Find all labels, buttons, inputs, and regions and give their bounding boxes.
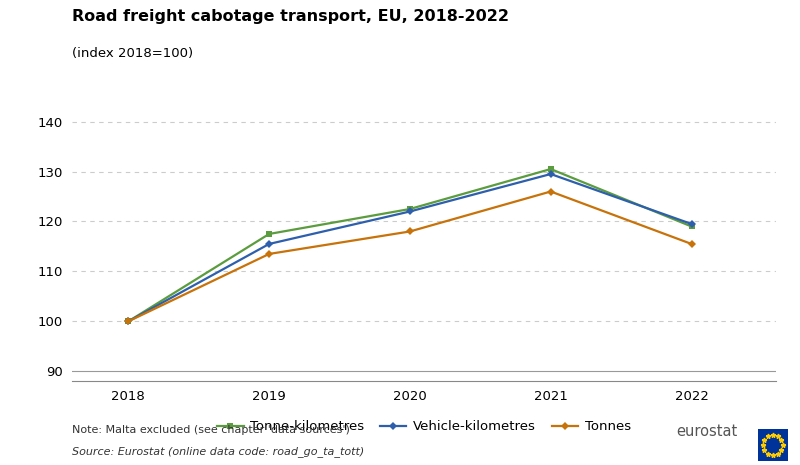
Vehicle-kilometres (405, 209, 414, 214)
Tonne-kilometres (686, 224, 696, 229)
Tonne-kilometres (264, 231, 274, 237)
Line: Tonnes: Tonnes (125, 188, 694, 325)
Tonne-kilometres (546, 166, 555, 172)
Vehicle-kilometres (546, 171, 555, 177)
Text: eurostat: eurostat (676, 425, 738, 439)
Tonne-kilometres (405, 206, 414, 212)
Vehicle-kilometres (686, 221, 696, 227)
Text: Road freight cabotage transport, EU, 2018-2022: Road freight cabotage transport, EU, 201… (72, 9, 509, 24)
Vehicle-kilometres (123, 319, 133, 324)
Tonnes (405, 229, 414, 234)
Text: Note: Malta excluded (see chapter 'data sources'): Note: Malta excluded (see chapter 'data … (72, 425, 350, 436)
Text: (index 2018=100): (index 2018=100) (72, 46, 193, 60)
Tonnes (686, 241, 696, 247)
Text: Source: Eurostat (online data code: road_go_ta_tott): Source: Eurostat (online data code: road… (72, 446, 364, 457)
Tonne-kilometres (123, 319, 133, 324)
Line: Tonne-kilometres: Tonne-kilometres (125, 166, 695, 325)
Tonnes (123, 319, 133, 324)
Legend: Tonne-kilometres, Vehicle-kilometres, Tonnes: Tonne-kilometres, Vehicle-kilometres, To… (217, 420, 631, 433)
Tonnes (264, 251, 274, 257)
Line: Vehicle-kilometres: Vehicle-kilometres (125, 171, 694, 325)
Tonnes (546, 189, 555, 194)
Vehicle-kilometres (264, 241, 274, 247)
